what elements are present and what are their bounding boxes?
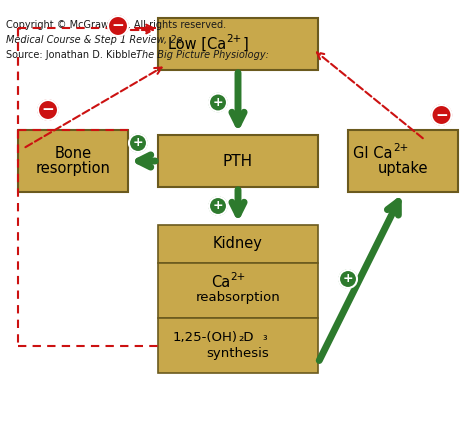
Text: 2+: 2+ [226, 34, 241, 44]
Text: +: + [133, 136, 143, 150]
Text: 2+: 2+ [230, 273, 245, 282]
Text: Ca: Ca [211, 275, 230, 290]
Text: −: − [42, 103, 55, 118]
Circle shape [209, 94, 227, 111]
Text: ₂D: ₂D [238, 331, 254, 344]
Text: reabsorption: reabsorption [196, 291, 281, 304]
Text: 2+: 2+ [393, 143, 408, 153]
Text: GI Ca: GI Ca [354, 146, 393, 160]
Text: PTH: PTH [223, 154, 253, 169]
Text: ]: ] [243, 36, 249, 52]
Text: Medical Course & Step 1 Review, 2e: Medical Course & Step 1 Review, 2e [6, 35, 182, 45]
Text: 1,25-(OH): 1,25-(OH) [173, 331, 238, 344]
FancyBboxPatch shape [348, 130, 458, 192]
Circle shape [431, 105, 452, 125]
FancyBboxPatch shape [18, 130, 128, 192]
Text: Kidney: Kidney [213, 237, 263, 251]
FancyBboxPatch shape [158, 18, 318, 70]
Text: Source: Jonathan D. Kibble:: Source: Jonathan D. Kibble: [6, 50, 143, 60]
FancyBboxPatch shape [158, 318, 318, 373]
Circle shape [108, 16, 128, 36]
Text: +: + [343, 273, 353, 285]
Text: The Big Picture Physiology:: The Big Picture Physiology: [136, 50, 269, 60]
Text: Bone: Bone [55, 146, 91, 160]
Circle shape [209, 197, 227, 215]
FancyBboxPatch shape [158, 225, 318, 263]
FancyBboxPatch shape [158, 135, 318, 187]
Text: −: − [435, 107, 448, 123]
Circle shape [38, 100, 58, 120]
Circle shape [129, 134, 147, 152]
FancyBboxPatch shape [158, 263, 318, 318]
Text: Copyright © McGraw Hill. All rights reserved.: Copyright © McGraw Hill. All rights rese… [6, 20, 226, 30]
Text: −: − [111, 19, 124, 33]
Text: +: + [213, 96, 223, 109]
Text: resorption: resorption [36, 162, 110, 177]
Text: +: + [213, 199, 223, 213]
Text: Low [Ca: Low [Ca [168, 36, 226, 52]
Text: ₃: ₃ [262, 333, 266, 342]
Text: synthesis: synthesis [207, 347, 269, 360]
Text: uptake: uptake [378, 162, 428, 177]
Circle shape [339, 270, 357, 288]
